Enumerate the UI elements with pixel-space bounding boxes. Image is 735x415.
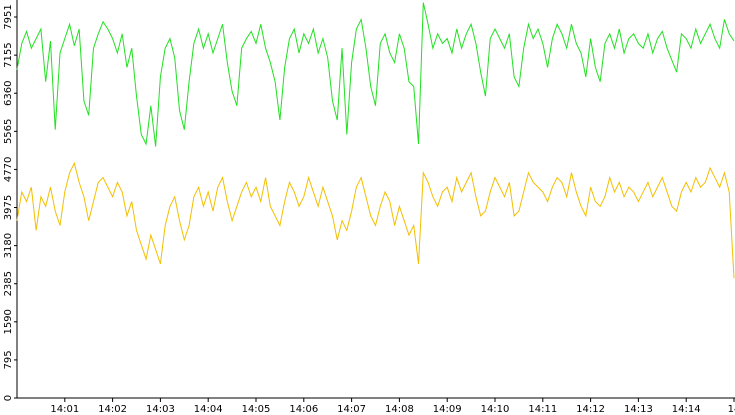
x-tick-label: 14:07 — [337, 404, 366, 415]
y-tick-label: 1590 — [3, 309, 14, 334]
x-tick-label: 14:12 — [576, 404, 605, 415]
x-tick-label: 14:08 — [385, 404, 414, 415]
y-tick-label: 5565 — [3, 119, 14, 144]
y-tick-label: 4770 — [3, 157, 14, 182]
y-tick-label: 3180 — [3, 233, 14, 258]
series-line — [16, 161, 735, 279]
x-tick-label: 14:02 — [98, 404, 127, 415]
y-tick-label: 2385 — [3, 271, 14, 296]
y-tick-label: 3975 — [3, 195, 14, 220]
x-tick-label: 14 — [728, 404, 735, 415]
y-tick-label: 0 — [3, 395, 14, 401]
y-tick-label: 7951 — [3, 4, 14, 29]
x-tick-label: 14:06 — [289, 404, 318, 415]
y-tick-label: 6360 — [3, 81, 14, 106]
y-tick-label: 795 — [3, 350, 14, 369]
x-tick-label: 14:05 — [242, 404, 271, 415]
x-tick-label: 14:09 — [433, 404, 462, 415]
x-tick-label: 14:14 — [672, 404, 701, 415]
y-tick-label: 7155 — [3, 42, 14, 67]
x-tick-label: 14:11 — [528, 404, 557, 415]
x-tick-label: 14:13 — [624, 404, 653, 415]
series-line — [16, 2, 735, 147]
x-tick-label: 14:04 — [194, 404, 223, 415]
x-tick-label: 14:01 — [50, 404, 79, 415]
x-tick-label: 14:03 — [146, 404, 175, 415]
x-tick-label: 14:10 — [481, 404, 510, 415]
